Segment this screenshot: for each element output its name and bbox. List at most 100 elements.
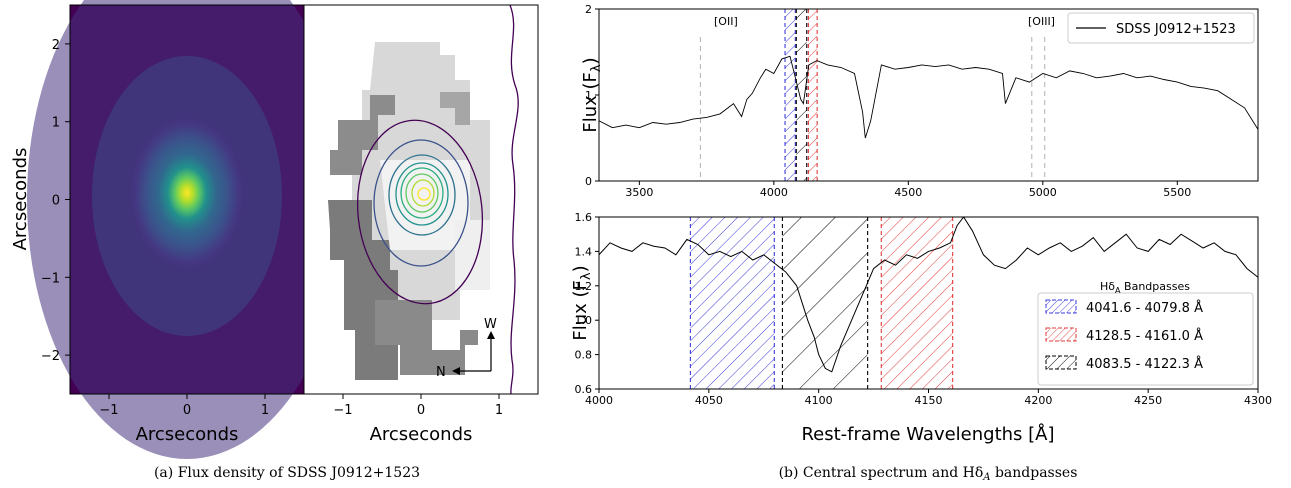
compass-north-label: N [436,365,446,380]
spectrum-legend-box [1067,12,1255,44]
caption-a: (a) Flux density of SDSS J0912+1523 [154,465,420,481]
hdelta-series-group [599,217,1258,373]
ifu-region-mid-a [440,92,470,125]
compass: W N [436,317,497,380]
hdelta-x-tick-label-0: 4000 [585,394,613,407]
hdelta-x-tick-label-1: 4050 [695,394,723,407]
spectrum-x-tick-label-2: 4500 [894,186,922,199]
image-y-tick-label-2: 0 [52,194,60,209]
image-x-label: Arcseconds [136,424,239,445]
hdelta-x-tick-label-6: 4300 [1244,394,1272,407]
contour-3 [388,154,456,236]
spectrum-band-2 [796,9,807,181]
contour-6 [405,173,439,213]
ifu-x-ticks: −1 0 1 [333,394,503,418]
spectrum-y-tick-label-0: 0 [585,175,592,188]
legend-black-label: 4083.5 - 4122.3 Å [1086,356,1203,372]
spectrum-series-group [599,55,1258,139]
spectrum-legend-label: SDSS J0912+1523 [1116,22,1236,37]
spectrum-bandpasses [784,9,818,181]
legend-blue-label: 4041.6 - 4079.8 Å [1086,300,1203,316]
legend-red-swatch [1045,327,1077,342]
hdelta-x-tick-label-5: 4250 [1134,394,1162,407]
spectrum-x-tick-label-1: 4000 [760,186,788,199]
image-y-ticks: −2 −1 0 1 2 [41,38,70,364]
hdelta-x-tick-label-2: 4100 [805,394,833,407]
spectrum-series-line [599,55,1258,139]
legend-black-swatch [1045,355,1077,370]
hdelta-band-1 [881,217,953,389]
hdelta-series-line [599,217,1258,373]
spectrum-legend: SDSS J0912+1523 [1067,12,1255,44]
compass-west-arrowhead [487,331,495,339]
spectrum-y-tick-label-1: 1 [585,89,592,102]
contour-7 [411,179,435,207]
compass-west-label: W [484,317,497,332]
image-y-tick-label-1: −1 [41,271,60,286]
ifu-panel: W N [303,4,539,395]
contour-8 [417,187,431,201]
image-y-label: Arcseconds [10,148,31,251]
hdelta-y-ticks: 0.6 0.8 1.0 1.2 1.4 1.6 [575,211,599,396]
image-y-tick-label-4: 2 [52,38,60,53]
emission-line-markers [699,37,1046,181]
oiii-annotation: [OIII] [1028,15,1055,28]
hdelta-legend-title: HδA Bandpasses [1100,280,1190,295]
spectrum-x-tick-label-3: 5000 [1029,186,1057,199]
hdelta-x-ticks: 4000 4050 4100 4150 4200 4250 4300 [585,389,1272,407]
ifu-profile-curve [509,4,519,395]
hdelta-legend-box [1037,292,1254,386]
legend-red-label: 4128.5 - 4161.0 Å [1086,328,1203,344]
contour-1 [356,119,484,305]
hdelta-y-tick-label-4: 1.4 [575,245,593,258]
legend-blue-swatch [1045,299,1077,314]
image-y-tick-label-0: −2 [41,349,60,364]
hdelta-y-label: Flux (Fλ) [570,265,594,340]
hdelta-y-tick-label-0: 0.6 [575,383,593,396]
ifu-region-dark-a [330,95,395,175]
spectrum-x-tick-label-4: 5500 [1163,186,1191,199]
hdelta-x-label: Rest-frame Wavelengths [Å] [801,423,1054,445]
hdelta-panel: 4000 4050 4100 4150 4200 4250 4300 0.6 0.8 1.0 1.… [570,211,1272,445]
compass-north-arrowhead [452,367,460,375]
image-y-tick-label-3: 1 [52,116,60,131]
image-x-ticks: −1 0 1 [99,394,269,418]
hdelta-y-tick-label-2: 1.0 [575,314,593,327]
caption-b: (b) Central spectrum and HδA bandpasses [779,465,1078,483]
hdelta-band-0 [690,217,775,389]
contour-5 [400,167,444,219]
ifu-x-tick-label-0: −1 [333,403,352,418]
hdelta-x-tick-label-3: 4150 [915,394,943,407]
hdelta-y-tick-label-5: 1.6 [575,211,593,224]
image-x-tick-label-1: 0 [183,403,191,418]
hdelta-y-tick-label-1: 0.8 [575,349,593,362]
hdelta-legend: HδA Bandpasses 4041.6 - 4079.8 Å 4128.5 … [1037,280,1254,386]
spectrum-x-tick-label-0: 3500 [625,186,653,199]
spectrum-band-1 [808,9,818,181]
ifu-x-tick-label-1: 0 [417,403,425,418]
ifu-x-label: Arcseconds [370,424,473,445]
spectrum-y-ticks: 0 1 2 [585,3,599,188]
spectrum-band-0 [785,9,796,181]
ifu-region-mid-b [455,220,490,290]
ifu-contours [356,119,484,305]
spectrum-y-label: Flux (Fλ) [580,57,604,132]
hdelta-bandpasses [689,217,954,389]
contour-4 [395,162,449,226]
full-spectrum-panel: 3500 4000 4500 5000 5500 0 1 2 [OII] [OIII] SD… [580,3,1259,199]
hdelta-y-tick-label-3: 1.2 [575,280,593,293]
image-x-tick-label-0: −1 [99,403,118,418]
spectrum-x-ticks: 3500 4000 4500 5000 5500 [625,181,1191,199]
spectrum-y-tick-label-2: 2 [585,3,592,16]
ifu-x-tick-label-2: 1 [495,403,503,418]
flux-density-panel [27,0,347,459]
ifu-region-dark-b [328,200,420,380]
ifu-region-dark-c [375,300,478,375]
image-x-tick-label-2: 1 [261,403,269,418]
oii-annotation: [OII] [714,15,738,28]
hdelta-x-tick-label-4: 4200 [1024,394,1052,407]
image-core [127,113,247,273]
hdelta-band-2 [782,217,868,389]
